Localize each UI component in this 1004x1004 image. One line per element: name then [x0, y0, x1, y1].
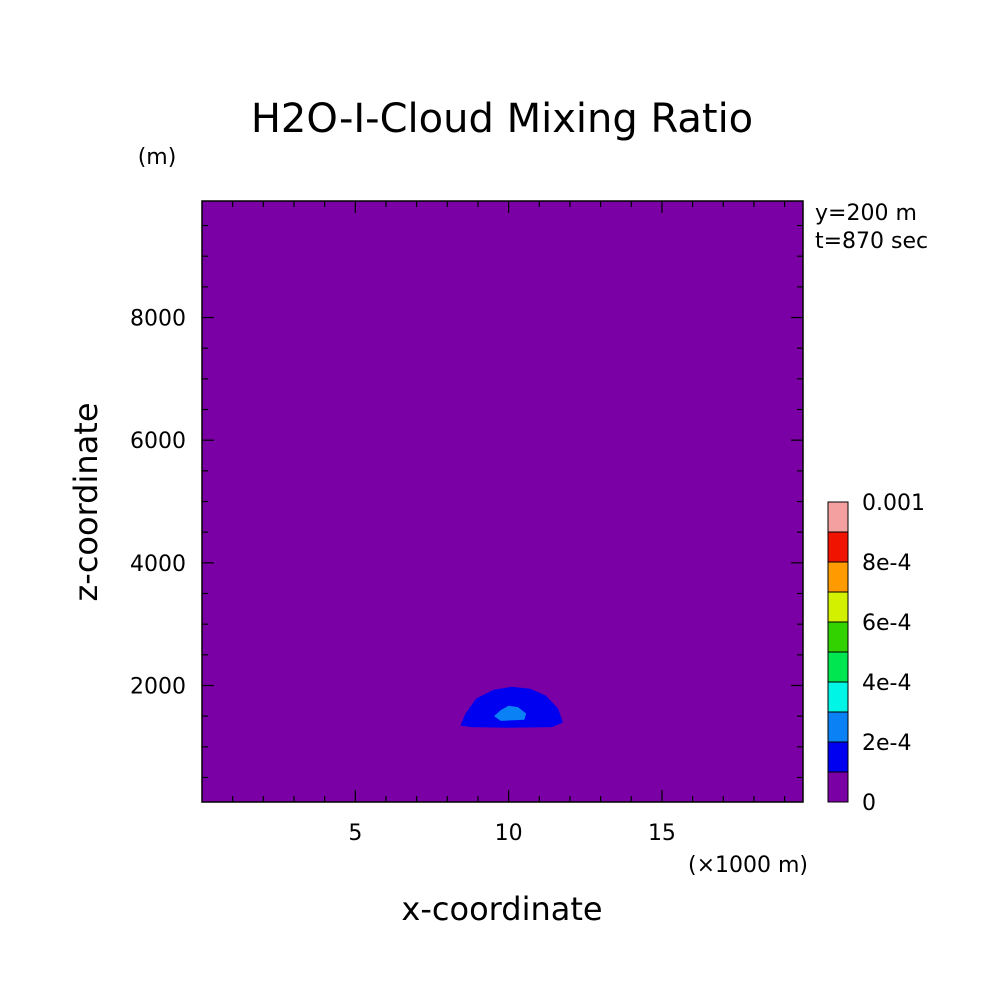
colorbar-segment-9: [827, 531, 849, 563]
colorbar-segment-4: [827, 681, 849, 713]
colorbar-label: 4e-4: [862, 671, 911, 696]
y-axis-label: z-coordinate: [67, 402, 105, 601]
info-line-t: t=870 sec: [815, 229, 928, 254]
colorbar-segment-2: [827, 741, 849, 773]
colorbar-segment-3: [827, 711, 849, 743]
colorbar-segment-5: [827, 651, 849, 683]
colorbar-labels: 0 2e-4 4e-4 6e-4 8e-4 0.001: [862, 491, 925, 816]
colorbar-segment-7: [827, 591, 849, 623]
colorbar-segment-6: [827, 621, 849, 653]
colorbar: [827, 501, 849, 803]
colorbar-segment-1: [827, 771, 849, 803]
contour-region-2: [494, 705, 526, 721]
y-tick-label: 8000: [130, 307, 186, 332]
plot-frame: [201, 200, 804, 803]
colorbar-label: 8e-4: [862, 551, 911, 576]
colorbar-label: 6e-4: [862, 611, 911, 636]
colorbar-segment-10: [827, 501, 849, 533]
colorbar-label: 0: [862, 791, 876, 816]
info-line-y: y=200 m: [815, 201, 917, 226]
x-unit-label: (×1000 m): [688, 853, 808, 878]
y-tick-label: 6000: [130, 429, 186, 454]
plot-area: [201, 200, 804, 803]
chart-title: H2O-I-Cloud Mixing Ratio: [251, 96, 753, 142]
x-tick-label: 10: [495, 821, 523, 846]
x-axis-label: x-coordinate: [401, 890, 602, 928]
x-tick-labels: 5 10 15: [348, 821, 676, 846]
x-tick-label: 15: [648, 821, 676, 846]
y-tick-label: 4000: [130, 552, 186, 577]
contour-layer: [460, 686, 563, 728]
y-tick-labels: 2000 4000 6000 8000: [130, 307, 186, 700]
axis-ticks: [202, 201, 803, 802]
colorbar-segment-8: [827, 561, 849, 593]
x-tick-label: 5: [348, 821, 362, 846]
colorbar-label: 2e-4: [862, 731, 911, 756]
y-unit-label: (m): [138, 145, 177, 170]
colorbar-label: 0.001: [862, 491, 925, 516]
y-tick-label: 2000: [130, 674, 186, 699]
